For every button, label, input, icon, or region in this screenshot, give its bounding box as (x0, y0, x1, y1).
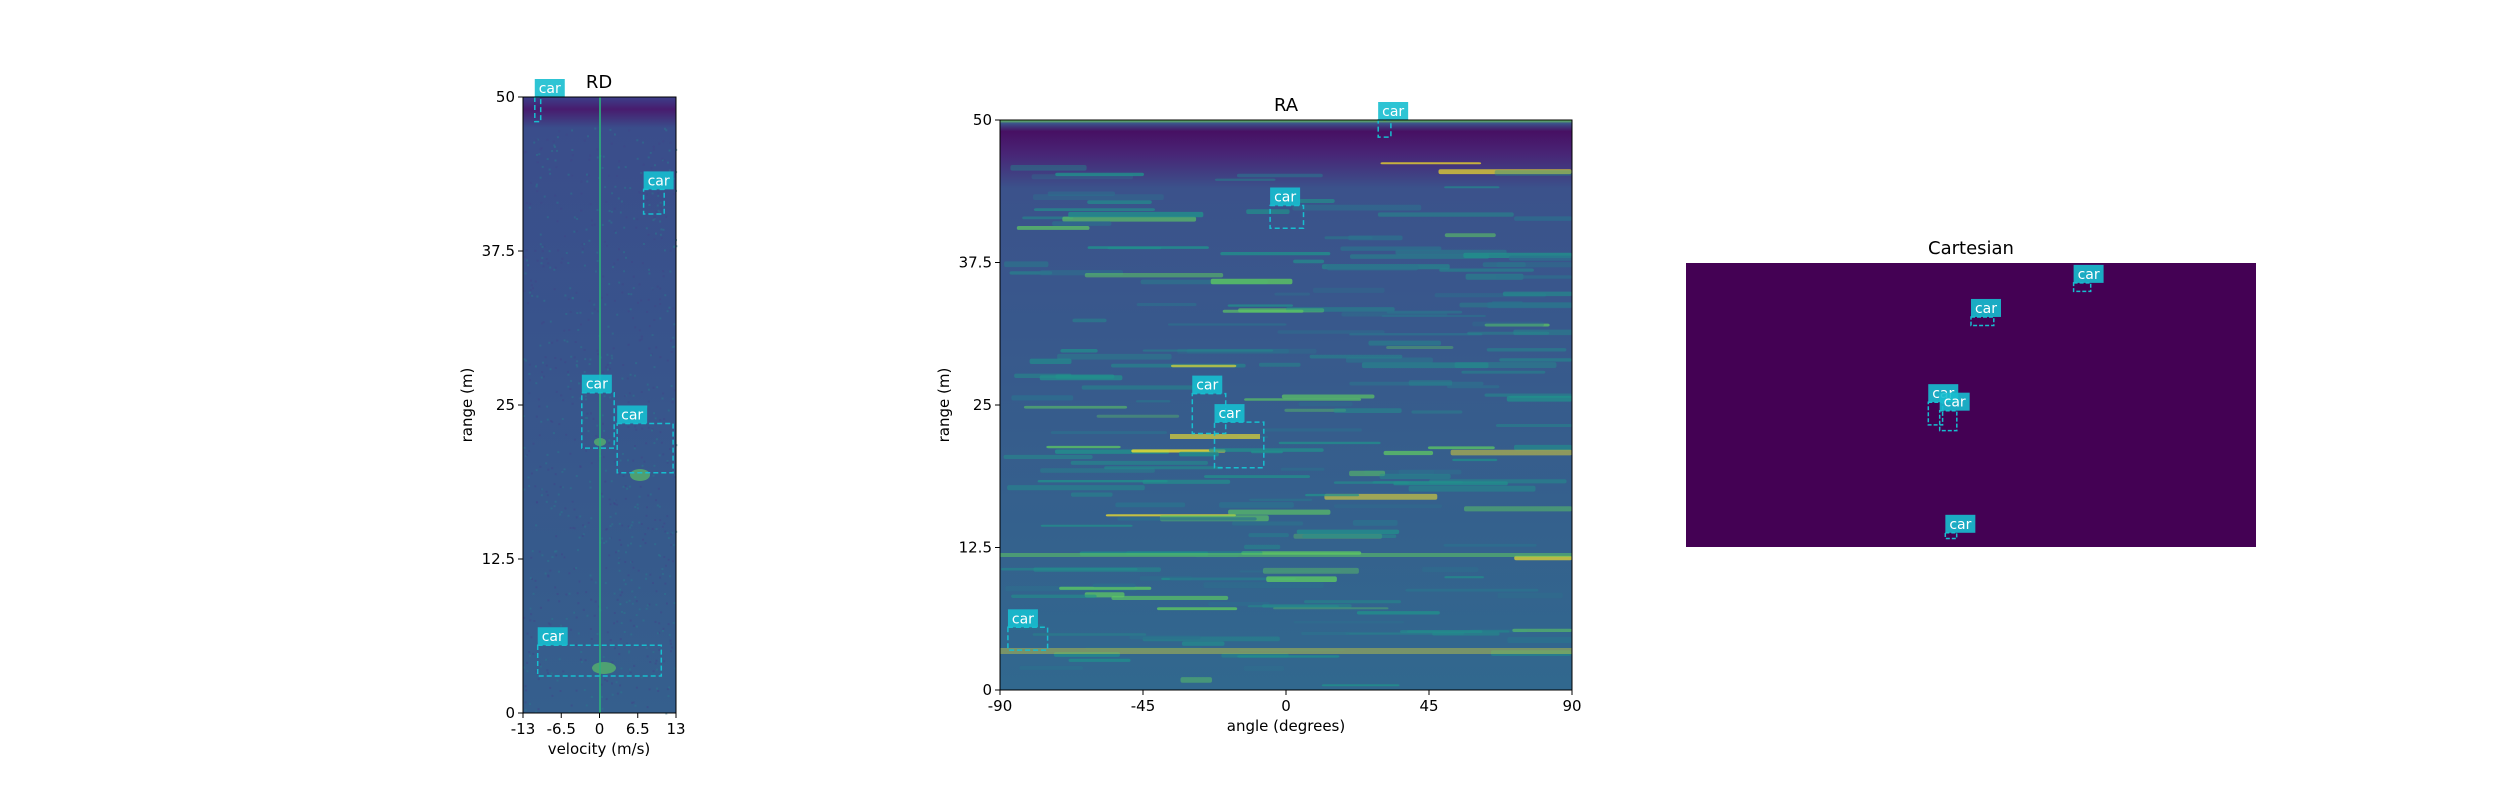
ra-detection-label-text: car (1218, 406, 1240, 422)
ra-x-tick-label: 90 (1562, 697, 1581, 715)
cartesian-detection-box-3 (1938, 409, 1958, 432)
ra-x-tick-label: -90 (988, 697, 1013, 715)
rd-y-tick-label: 50 (496, 88, 515, 106)
ra-title: RA (1274, 95, 1299, 116)
rd-heatmap-texture (523, 127, 678, 715)
ra-detection-label-bg (1007, 609, 1038, 628)
cartesian-detection-box-0 (2072, 282, 2092, 293)
rd-detection-label-3: car (617, 405, 648, 424)
rd-detection-label-text: car (586, 377, 608, 393)
rd-detection-label-text: car (648, 173, 670, 189)
rd-detection-label-2: car (581, 374, 612, 393)
cartesian-detection-label-bg (2073, 264, 2104, 283)
ra-x-tick-label: 45 (1419, 697, 1438, 715)
cartesian-title: Cartesian (1928, 238, 2014, 259)
cartesian-detection-label-text: car (1944, 395, 1966, 411)
ra-y-tick-label: 0 (982, 681, 992, 699)
rd-detection-box-3 (616, 422, 674, 474)
ra-axes: -90 -45 0 45 90 0 12.5 25 37.5 50 (959, 111, 1582, 715)
ra-detection-label-2: car (1192, 375, 1223, 394)
rd-title: RD (586, 72, 612, 93)
ra-x-axis-label: angle (degrees) (1227, 717, 1345, 735)
ra-detection-label-bg (1270, 187, 1301, 206)
rd-x-tick-label: -6.5 (547, 720, 576, 738)
cartesian-detection-label-1: car (1971, 298, 2001, 317)
ra-y-tick-label: 37.5 (959, 254, 992, 272)
rd-detection-box-2 (581, 391, 615, 449)
rd-detection-label-bg (643, 171, 674, 190)
ra-detection-label-bg (1192, 375, 1223, 394)
cartesian-detection-label-text: car (2078, 267, 2100, 283)
rd-detection-label-text: car (539, 81, 561, 97)
ra-y-tick-label: 50 (973, 111, 992, 129)
rd-detection-label-bg (617, 405, 648, 424)
rd-detection-label-bg (534, 79, 565, 97)
ra-detection-box-0 (1377, 119, 1392, 138)
ra-detection-label-bg (1378, 102, 1409, 120)
ra-y-tick-label: 25 (973, 396, 992, 414)
ra-detection-label-0: car (1378, 102, 1409, 120)
rd-detection-label-bg (537, 627, 568, 646)
rd-detection-label-0: car (534, 79, 565, 97)
rd-y-tick-label: 25 (496, 396, 515, 414)
cartesian-detection-label-bg (1971, 298, 2001, 317)
rd-x-tick-label: -13 (511, 720, 536, 738)
ra-detection-label-text: car (1012, 611, 1034, 627)
rd-axes: -13 -6.5 0 6.5 13 0 12.5 25 37.5 50 (482, 88, 686, 738)
rd-y-tick-label: 12.5 (482, 550, 515, 568)
cartesian-detection-label-bg (1945, 514, 1976, 533)
cartesian-detection-label-text: car (1975, 301, 1997, 317)
cartesian-detection-label-3: car (1939, 392, 1970, 411)
ra-y-axis-label: range (m) (935, 368, 953, 443)
rd-x-tick-label: 0 (595, 720, 605, 738)
rd-detection-label-bg (581, 374, 612, 393)
rd-detection-label-4: car (537, 627, 568, 646)
rd-y-tick-label: 0 (505, 704, 515, 722)
rd-detection-label-text: car (621, 407, 643, 423)
ra-detection-label-bg (1214, 404, 1245, 423)
cartesian-detection-box-1 (1970, 316, 1995, 327)
rd-detection-label-1: car (643, 171, 674, 190)
ra-detection-label-1: car (1270, 187, 1301, 206)
ra-detection-label-text: car (1196, 378, 1218, 394)
rd-detection-box-4 (536, 644, 663, 677)
cartesian-detection-label-bg (1939, 392, 1970, 411)
ra-y-tick-label: 12.5 (959, 539, 992, 557)
cartesian-detection-label-text: car (1949, 517, 1971, 533)
cartesian-detection-box-4 (1944, 532, 1958, 540)
cartesian-detection-label-4: car (1945, 514, 1976, 533)
rd-detection-label-text: car (542, 629, 564, 645)
ra-detection-label-3: car (1214, 404, 1245, 423)
ra-x-tick-label: -45 (1131, 697, 1156, 715)
ra-x-tick-label: 0 (1281, 697, 1291, 715)
ra-detection-label-text: car (1382, 104, 1404, 120)
rd-y-tick-label: 37.5 (482, 242, 515, 260)
ra-detection-label-4: car (1007, 609, 1038, 628)
cartesian-detection-label-0: car (2073, 264, 2104, 283)
rd-x-axis-label: velocity (m/s) (548, 740, 651, 758)
ra-detection-label-text: car (1274, 190, 1296, 206)
cartesian-detection-box-2 (1927, 401, 1944, 426)
rd-x-tick-label: 13 (666, 720, 685, 738)
rd-x-tick-label: 6.5 (626, 720, 650, 738)
ra-heatmap-texture (1000, 162, 1572, 687)
rd-y-axis-label: range (m) (458, 368, 476, 443)
